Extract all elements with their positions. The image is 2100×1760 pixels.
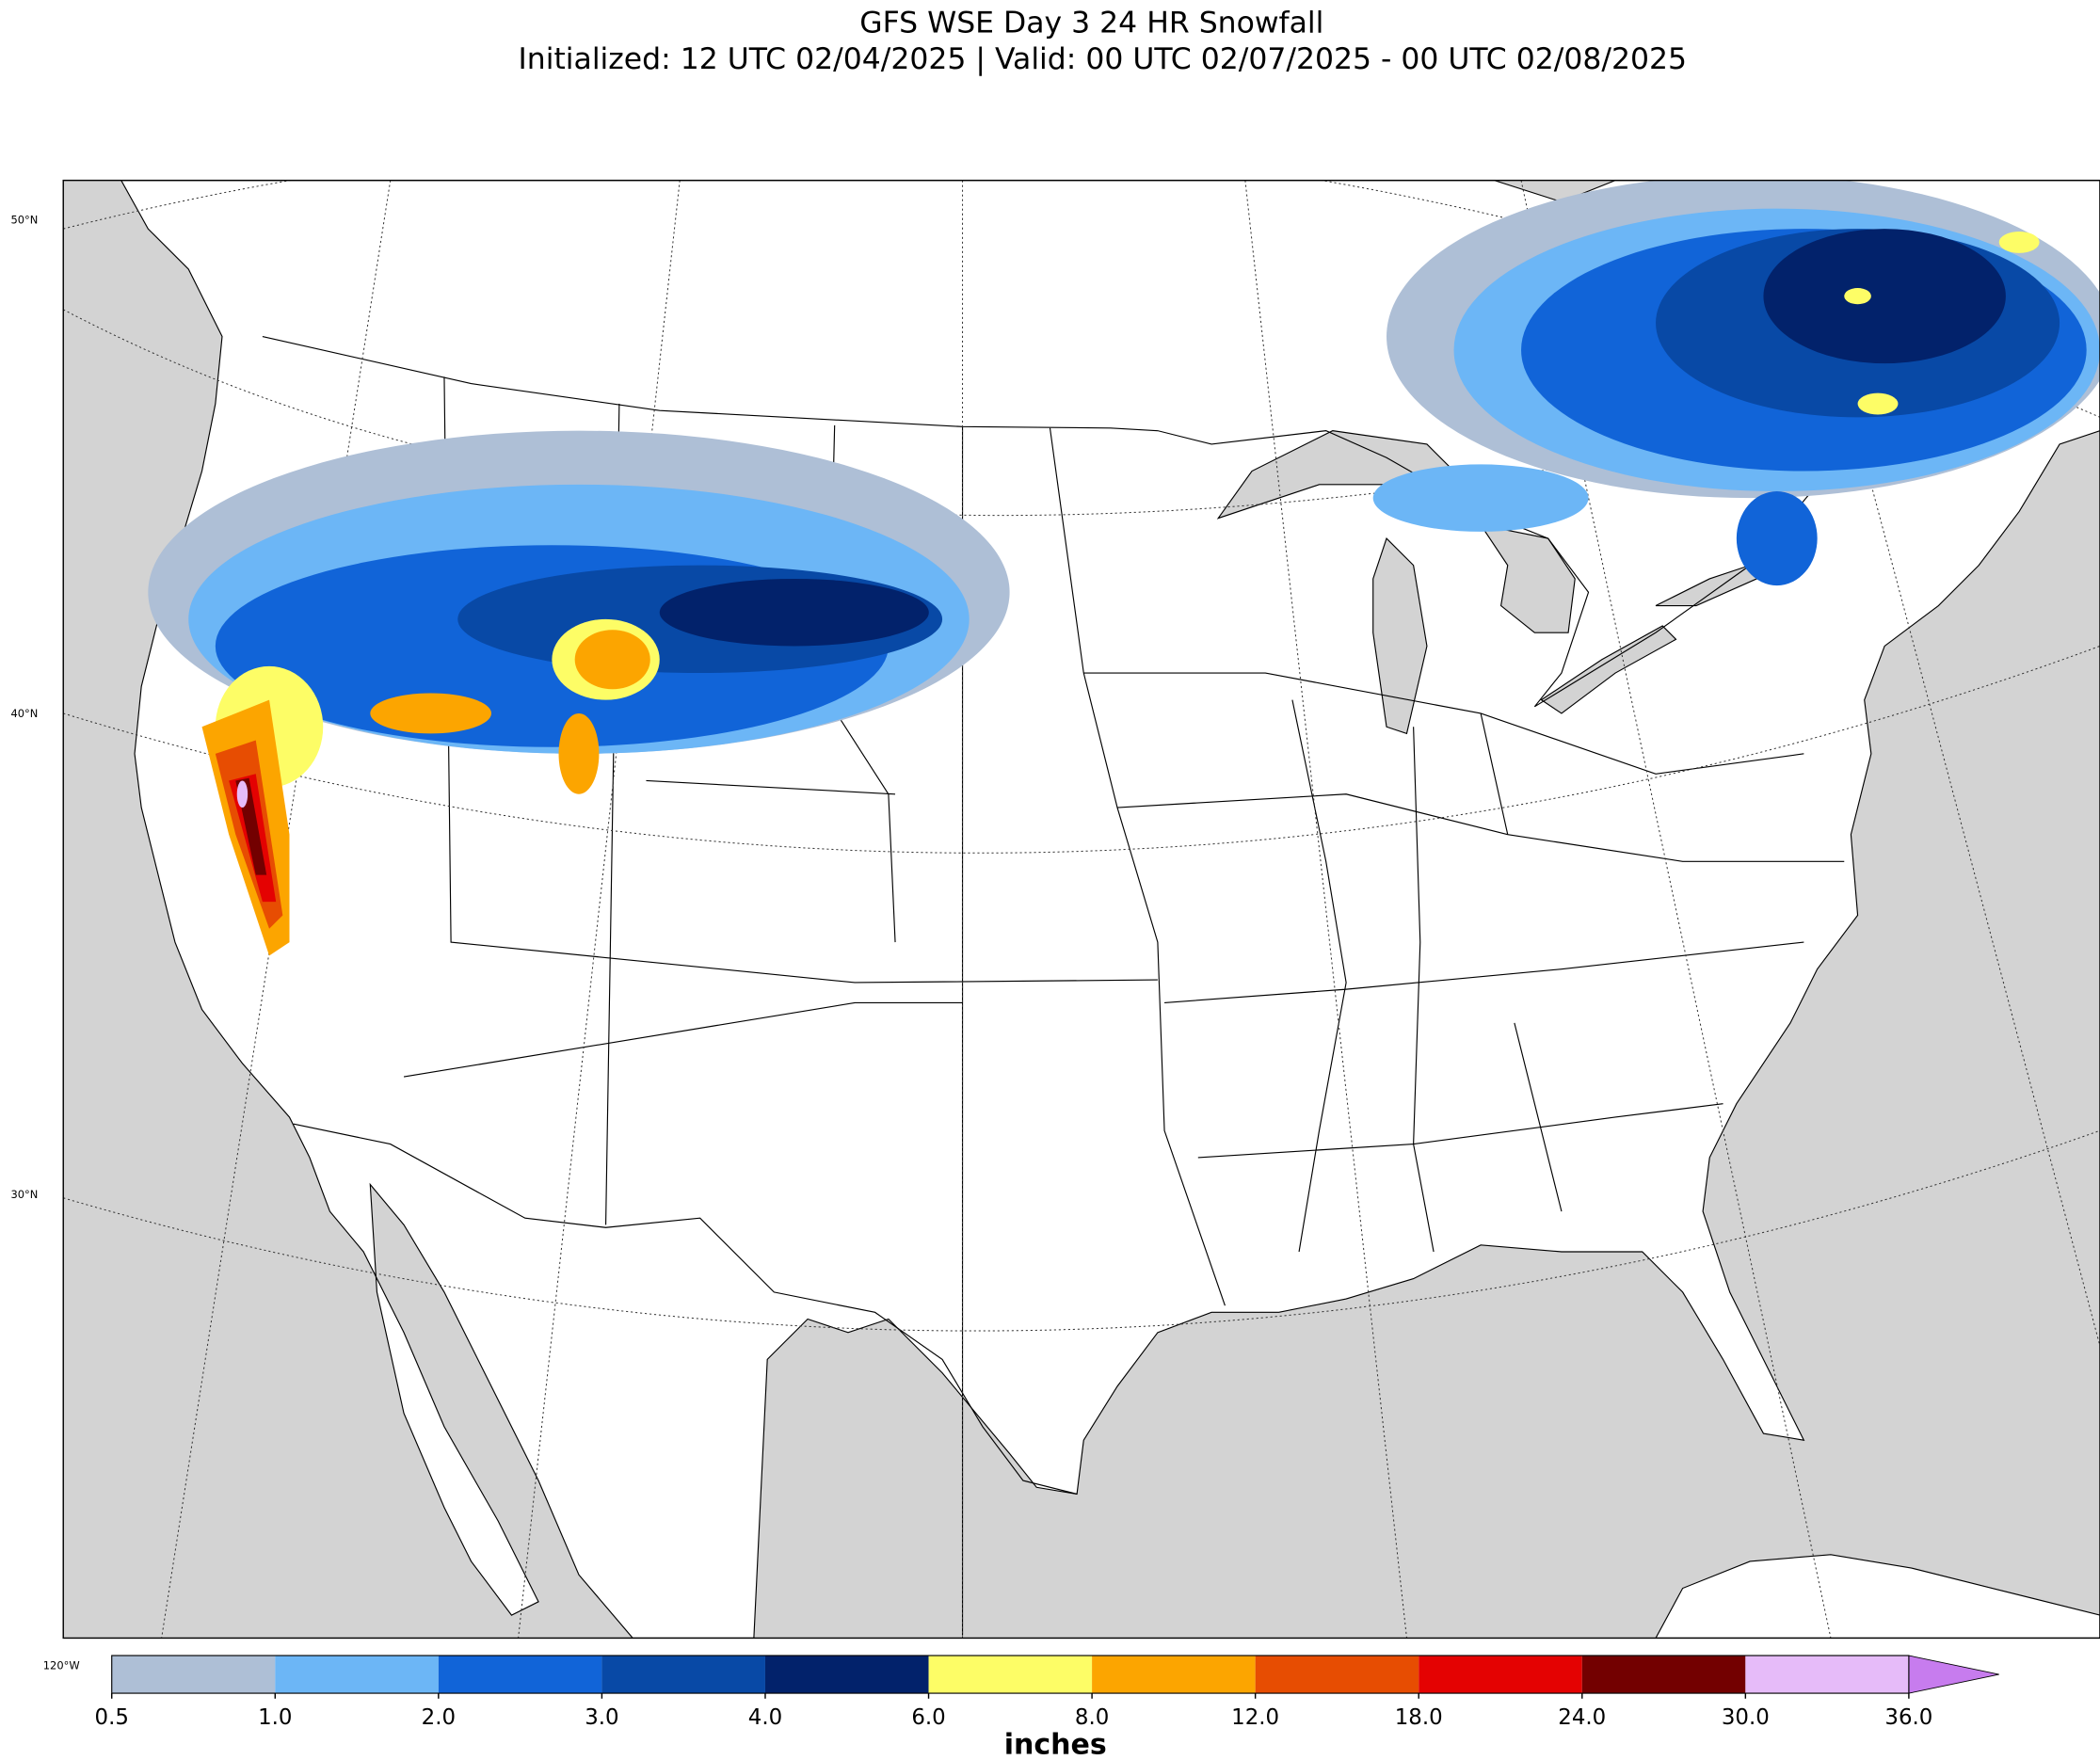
colorbar-tick-label: 8.0 — [1075, 1705, 1109, 1730]
colorbar-outline — [111, 1655, 1910, 1694]
colorbar: 0.5 1.0 2.0 3.0 4.0 6.0 8.0 12.0 18.0 24.0 30.0 36.… — [95, 1655, 1999, 1730]
colorbar-segment — [275, 1656, 439, 1694]
colorbar-tick-label: 36.0 — [1884, 1705, 1932, 1730]
colorbar-tick-label: 3.0 — [585, 1705, 618, 1730]
colorbar-tick-label: 2.0 — [422, 1705, 456, 1730]
great-lakes — [1216, 430, 1758, 735]
borders — [262, 335, 2100, 1636]
colorbar-tick-label: 6.0 — [911, 1705, 945, 1730]
colorbar-segment — [1419, 1656, 1582, 1694]
lat-label: 40°N — [10, 707, 38, 720]
snowfall-shading — [148, 180, 2100, 956]
colorbar-label: inches — [1004, 1728, 1107, 1760]
colorbar-tick-label: 18.0 — [1395, 1705, 1443, 1730]
colorbar-tick-label: 30.0 — [1722, 1705, 1770, 1730]
colorbar-segment — [601, 1656, 765, 1694]
lat-label: 50°N — [10, 213, 38, 226]
map-subtitle: Initialized: 12 UTC 02/04/2025 | Valid: … — [519, 42, 1688, 76]
colorbar-tick-label: 0.5 — [95, 1705, 129, 1730]
colorbar-segment — [1255, 1656, 1419, 1694]
land-cuba — [1655, 1554, 2100, 1639]
colorbar-segment — [438, 1656, 602, 1694]
colorbar-tick-label: 4.0 — [748, 1705, 782, 1730]
colorbar-segment — [1745, 1656, 1909, 1694]
colorbar-extension — [1908, 1655, 1999, 1694]
colorbar-segment — [764, 1656, 929, 1694]
colorbar-segment — [111, 1656, 276, 1694]
colorbar-segment — [928, 1656, 1093, 1694]
lon-label: 120°W — [43, 1658, 80, 1672]
colorbar-segment — [1092, 1656, 1256, 1694]
map-frame — [62, 179, 2100, 1640]
lat-label: 30°N — [10, 1188, 38, 1201]
colorbar-tick-label: 12.0 — [1231, 1705, 1279, 1730]
map-title: GFS WSE Day 3 24 HR Snowfall — [859, 6, 1323, 40]
colorbar-segment — [1581, 1656, 1746, 1694]
colorbar-tick-label: 24.0 — [1558, 1705, 1606, 1730]
colorbar-tick-label: 1.0 — [258, 1705, 292, 1730]
